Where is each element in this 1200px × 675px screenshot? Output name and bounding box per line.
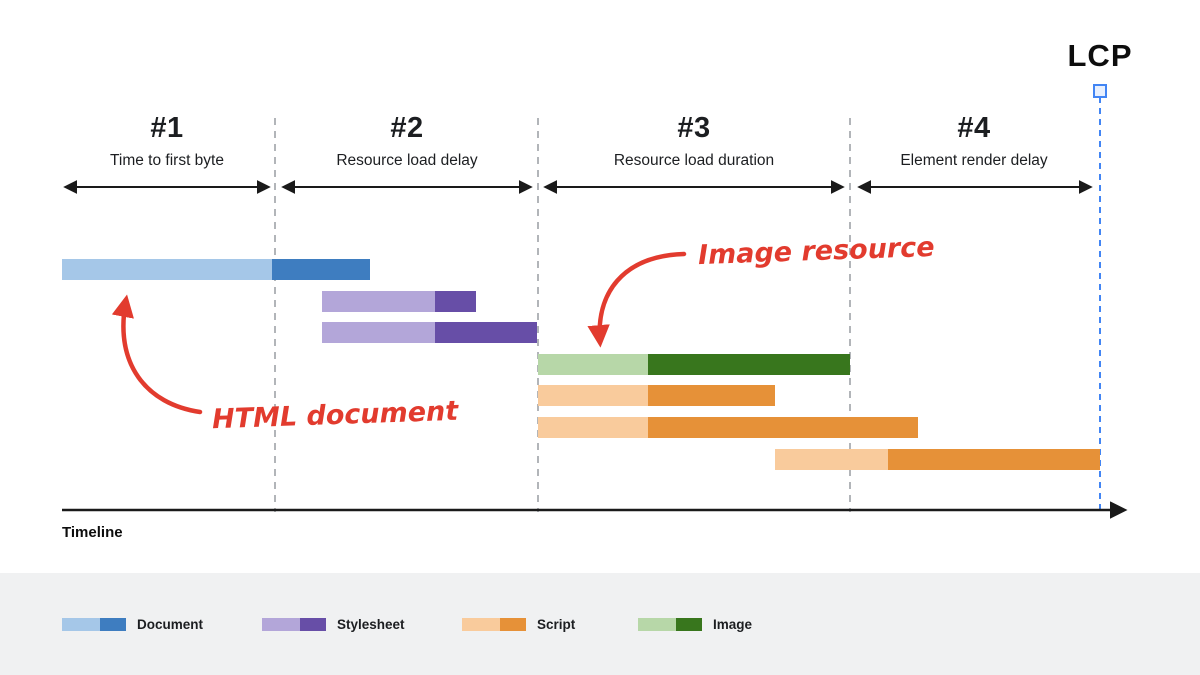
image-bar-segment-dark [648,354,850,375]
phase-2-number: #2 [390,112,424,144]
phase-4-name: Element render delay [900,152,1048,169]
arrow-to-document-bar [111,294,203,415]
legend-label-script: Script [537,617,576,632]
annotation-image-resource: Image resource [697,231,936,272]
phase-header-2: #2 Resource load delay [278,112,536,170]
script-swatch-icon [462,618,526,631]
phase-header-4: #4 Element render delay [852,112,1096,170]
document-bar-segment-dark [272,259,370,280]
lcp-marker [1093,84,1107,98]
annotation-html-document: HTML document [211,395,459,436]
legend-label-document: Document [137,617,204,632]
phase-1-number: #1 [150,112,184,144]
image-bar-segment-light [538,354,648,375]
legend-item-image: Image [638,617,752,632]
stylesheet-swatch-icon [262,618,326,631]
stylesheet-bar-segment-light [322,291,435,312]
legend-item-script: Script [462,617,575,632]
script-bar-segment-light [775,449,888,470]
script-bar-segment-dark [648,417,918,438]
stylesheet-bar-segment-light [322,322,435,343]
stylesheet-bar-segment-dark [435,291,476,312]
phase-header-1: #1 Time to first byte [62,112,272,170]
legend-label-stylesheet: Stylesheet [337,617,405,632]
script-bar-segment-light [538,417,648,438]
phase-3-number: #3 [677,112,711,144]
stylesheet-bar-segment-dark [435,322,537,343]
phase-header-3: #3 Resource load duration [540,112,848,170]
phase-4-number: #4 [957,112,991,144]
script-bar-segment-dark [648,385,775,406]
image-swatch-icon [638,618,702,631]
timeline-label: Timeline [62,524,123,541]
script-bar-segment-light [538,385,648,406]
legend-item-document: Document [62,617,203,632]
document-swatch-icon [62,618,126,631]
legend-label-image: Image [713,617,753,632]
phase-3-name: Resource load duration [613,152,775,169]
legend: Document Stylesheet Script Image [0,573,1200,675]
phase-1-name: Time to first byte [110,152,224,169]
phase-2-name: Resource load delay [336,152,478,169]
legend-item-stylesheet: Stylesheet [262,617,405,632]
script-bar-segment-dark [888,449,1100,470]
lcp-label: LCP [1067,38,1133,73]
arrow-to-image-bar [587,251,687,348]
document-bar-segment-light [62,259,272,280]
